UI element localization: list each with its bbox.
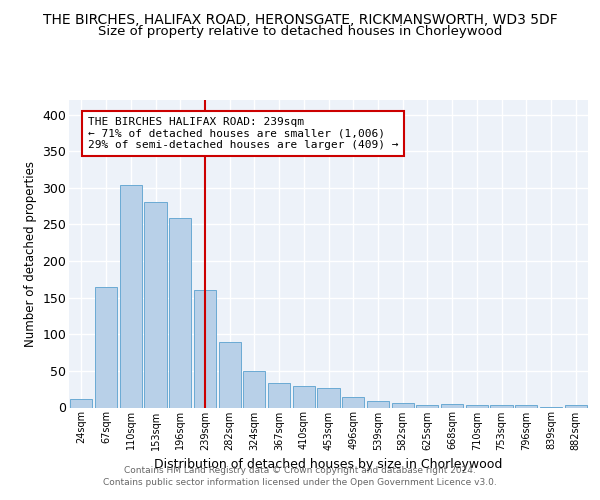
Bar [565,406,587,407]
Text: THE BIRCHES HALIFAX ROAD: 239sqm
← 71% of detached houses are smaller (1,006)
29: THE BIRCHES HALIFAX ROAD: 239sqm ← 71% o… [88,117,398,150]
Bar [441,404,463,407]
Bar [293,386,315,407]
X-axis label: Distribution of detached houses by size in Chorleywood: Distribution of detached houses by size … [154,458,503,471]
Bar [317,388,340,407]
Bar [342,396,364,407]
Bar [194,290,216,408]
Bar [145,202,167,408]
Bar [243,371,265,408]
Bar [95,286,117,408]
Bar [218,342,241,407]
Bar [70,400,92,407]
Bar [367,401,389,407]
Text: THE BIRCHES, HALIFAX ROAD, HERONSGATE, RICKMANSWORTH, WD3 5DF: THE BIRCHES, HALIFAX ROAD, HERONSGATE, R… [43,12,557,26]
Bar [268,384,290,407]
Bar [490,406,512,407]
Y-axis label: Number of detached properties: Number of detached properties [24,161,37,347]
Bar [540,407,562,408]
Bar [515,406,538,407]
Bar [119,185,142,408]
Text: Size of property relative to detached houses in Chorleywood: Size of property relative to detached ho… [98,25,502,38]
Bar [466,404,488,407]
Bar [392,403,414,407]
Bar [416,406,439,407]
Text: Contains public sector information licensed under the Open Government Licence v3: Contains public sector information licen… [103,478,497,487]
Bar [169,218,191,408]
Text: Contains HM Land Registry data © Crown copyright and database right 2024.: Contains HM Land Registry data © Crown c… [124,466,476,475]
